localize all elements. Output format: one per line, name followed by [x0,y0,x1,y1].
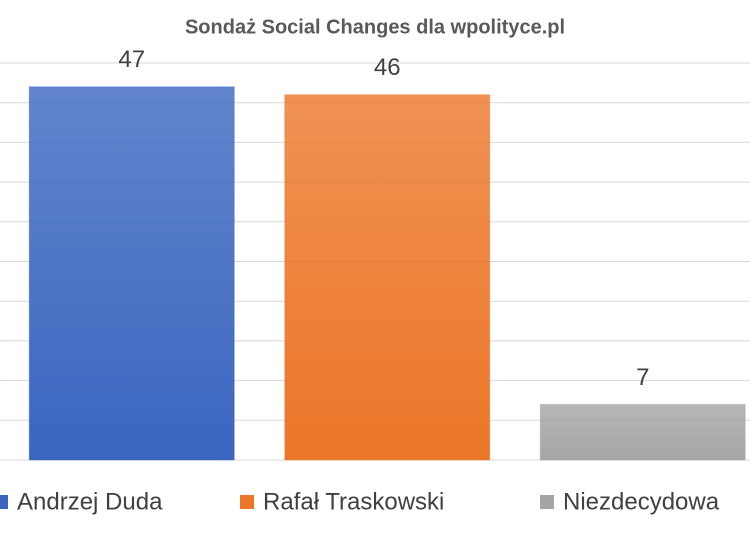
bar [539,403,746,461]
legend-marker [240,495,254,509]
value-label: 7 [636,364,649,391]
value-label: 46 [374,54,401,81]
legend-label: Andrzej Duda [17,488,163,515]
legend-label: Niezdecydowa [563,488,720,515]
bar [284,94,491,461]
value-label: 47 [118,46,145,73]
legend-marker [540,495,554,509]
bar [28,86,235,461]
legend-label: Rafał Traskowski [263,488,444,515]
chart-title: Sondaż Social Changes dla wpolityce.pl [185,16,565,38]
legend-marker [0,495,8,509]
